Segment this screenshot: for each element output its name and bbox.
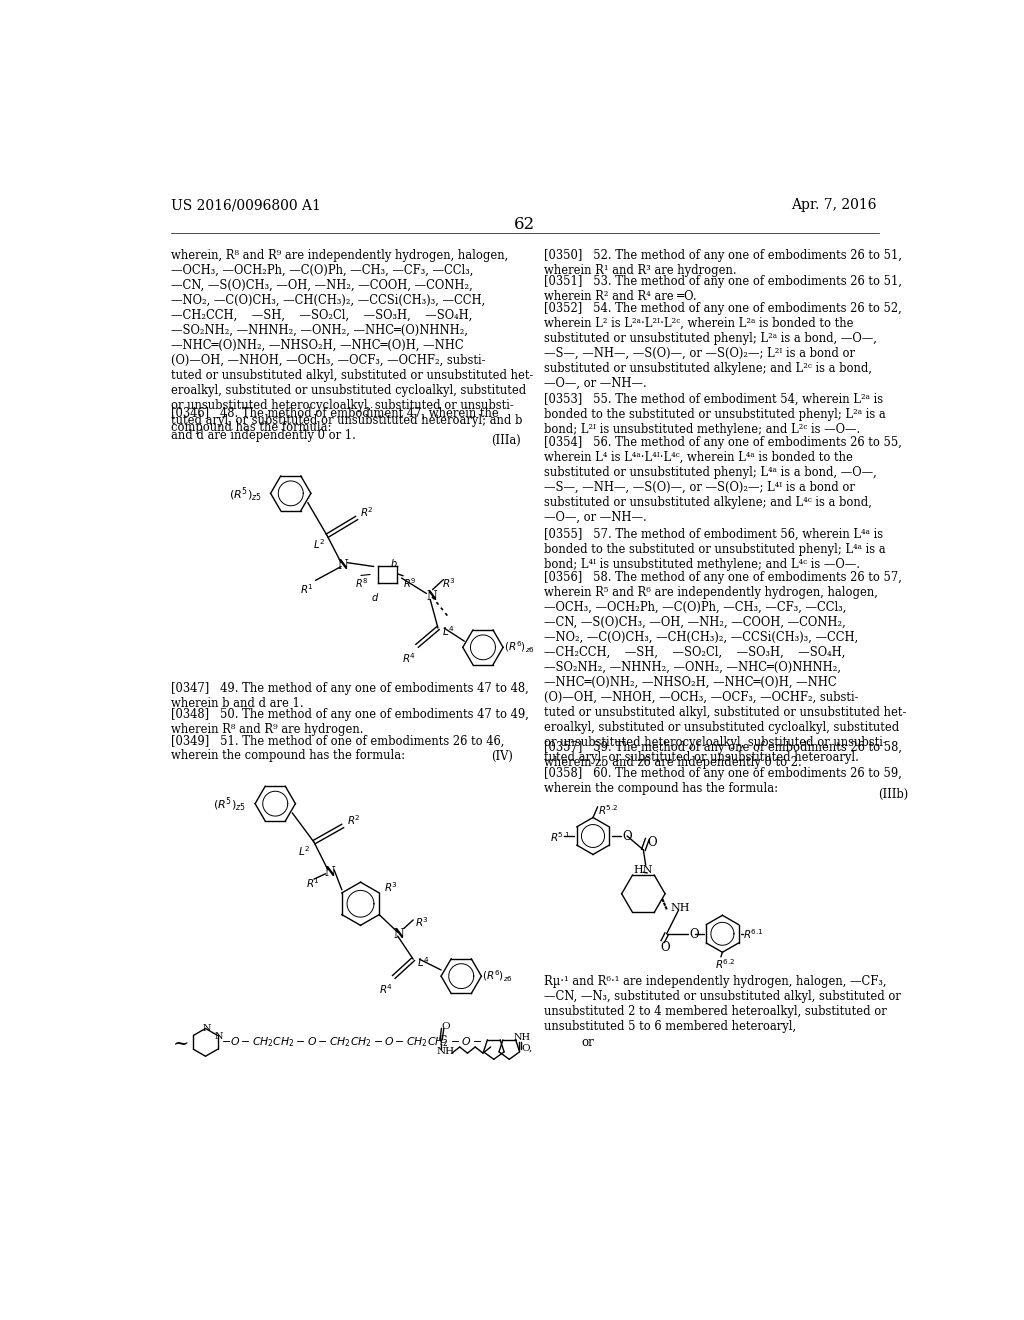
Text: N: N <box>426 590 437 603</box>
Text: O: O <box>690 928 699 941</box>
Text: Rµ·¹ and R⁶·¹ are independently hydrogen, halogen, —CF₃,
—CN, —N₃, substituted o: Rµ·¹ and R⁶·¹ are independently hydrogen… <box>544 974 901 1032</box>
Text: $R^2$: $R^2$ <box>346 813 360 826</box>
Text: $R^3$: $R^3$ <box>384 880 397 895</box>
Text: Apr. 7, 2016: Apr. 7, 2016 <box>791 198 877 213</box>
Text: $(R^5)_{z5}$: $(R^5)_{z5}$ <box>213 796 246 814</box>
Text: [0357]   59. The method of any one of embodiments 26 to 58,
wherein z5 and z6 ar: [0357] 59. The method of any one of embo… <box>544 741 902 768</box>
Text: NH: NH <box>436 1047 455 1056</box>
Text: $R^{5.1}$: $R^{5.1}$ <box>550 830 571 843</box>
Text: $L^2$: $L^2$ <box>299 843 311 858</box>
Text: $R^4$: $R^4$ <box>401 651 416 665</box>
Text: $R^{5.2}$: $R^{5.2}$ <box>598 804 617 817</box>
Text: $R^9$: $R^9$ <box>403 576 417 590</box>
Text: [0356]   58. The method of any one of embodiments 26 to 57,
wherein R⁵ and R⁶ ar: [0356] 58. The method of any one of embo… <box>544 572 906 764</box>
Text: $R^1$: $R^1$ <box>306 876 321 890</box>
Text: N: N <box>203 1024 211 1032</box>
Text: (IIIa): (IIIa) <box>490 434 520 447</box>
Text: (IIIb): (IIIb) <box>879 788 908 801</box>
Text: ~: ~ <box>173 1035 189 1052</box>
Text: $R^2$: $R^2$ <box>360 506 375 519</box>
Text: $(R^6)_{z6}$: $(R^6)_{z6}$ <box>504 640 535 655</box>
Text: [0347]   49. The method of any one of embodiments 47 to 48,
wherein b and d are : [0347] 49. The method of any one of embo… <box>171 682 528 710</box>
Text: [0353]   55. The method of embodiment 54, wherein L²ᵃ is
bonded to the substitut: [0353] 55. The method of embodiment 54, … <box>544 393 886 436</box>
Text: $R^3$: $R^3$ <box>442 577 456 590</box>
Text: [0352]   54. The method of any one of embodiments 26 to 52,
wherein L² is L²ᵃ·L²: [0352] 54. The method of any one of embo… <box>544 302 902 389</box>
Text: $R^4$: $R^4$ <box>379 982 393 997</box>
Text: $(R^6)_{z6}$: $(R^6)_{z6}$ <box>482 969 513 983</box>
Text: $(R^5)_{z5}$: $(R^5)_{z5}$ <box>228 486 261 504</box>
Text: $L^4$: $L^4$ <box>442 624 455 638</box>
Text: [0358]   60. The method of any one of embodiments 26 to 59,
wherein the compound: [0358] 60. The method of any one of embo… <box>544 767 902 795</box>
Text: O,: O, <box>521 1044 532 1053</box>
Text: N: N <box>324 866 335 879</box>
Text: $-O-CH_2CH_2-O-CH_2CH_2-O-CH_2CH_2-O-$: $-O-CH_2CH_2-O-CH_2CH_2-O-CH_2CH_2-O-$ <box>221 1035 482 1049</box>
Text: N: N <box>394 928 404 941</box>
Text: O: O <box>660 941 670 954</box>
Text: (IV): (IV) <box>490 750 513 763</box>
Text: [0350]   52. The method of any one of embodiments 26 to 51,
wherein R¹ and R³ ar: [0350] 52. The method of any one of embo… <box>544 249 902 277</box>
Text: N: N <box>214 1032 223 1041</box>
Text: wherein, R⁸ and R⁹ are independently hydrogen, halogen,
—OCH₃, —OCH₂Ph, —C(O)Ph,: wherein, R⁸ and R⁹ are independently hyd… <box>171 249 534 442</box>
Text: $b$: $b$ <box>390 557 397 569</box>
Text: O: O <box>442 1022 451 1031</box>
Text: $R^1$: $R^1$ <box>300 582 314 595</box>
Text: $R^{6.2}$: $R^{6.2}$ <box>715 957 735 970</box>
Text: 62: 62 <box>514 216 536 234</box>
Text: [0355]   57. The method of embodiment 56, wherein L⁴ᵃ is
bonded to the substitut: [0355] 57. The method of embodiment 56, … <box>544 528 886 572</box>
Text: US 2016/0096800 A1: US 2016/0096800 A1 <box>171 198 321 213</box>
Text: [0349]   51. The method of one of embodiments 26 to 46,
wherein the compound has: [0349] 51. The method of one of embodime… <box>171 734 504 763</box>
Text: NH: NH <box>514 1034 531 1041</box>
Text: O: O <box>623 830 632 843</box>
Text: $R^3$: $R^3$ <box>415 915 429 929</box>
Text: $R^{6.1}$: $R^{6.1}$ <box>742 928 764 941</box>
Text: O: O <box>647 836 656 849</box>
Text: C: C <box>438 1035 446 1045</box>
Text: N: N <box>337 558 348 572</box>
Text: [0346]   48. The method of embodiment 47, wherein the
compound has the formula:: [0346] 48. The method of embodiment 47, … <box>171 407 499 434</box>
Text: $L^4$: $L^4$ <box>417 956 430 969</box>
Text: $d$: $d$ <box>371 591 379 603</box>
Text: $L^2$: $L^2$ <box>313 537 326 550</box>
Text: $R^8$: $R^8$ <box>355 576 369 590</box>
Text: or: or <box>582 1036 594 1049</box>
Text: NH: NH <box>671 903 690 913</box>
Text: [0351]   53. The method of any one of embodiments 26 to 51,
wherein R² and R⁴ ar: [0351] 53. The method of any one of embo… <box>544 276 902 304</box>
Text: HN: HN <box>633 866 653 875</box>
Text: [0354]   56. The method of any one of embodiments 26 to 55,
wherein L⁴ is L⁴ᵃ·L⁴: [0354] 56. The method of any one of embo… <box>544 436 902 524</box>
Text: [0348]   50. The method of any one of embodiments 47 to 49,
wherein R⁸ and R⁹ ar: [0348] 50. The method of any one of embo… <box>171 708 528 737</box>
